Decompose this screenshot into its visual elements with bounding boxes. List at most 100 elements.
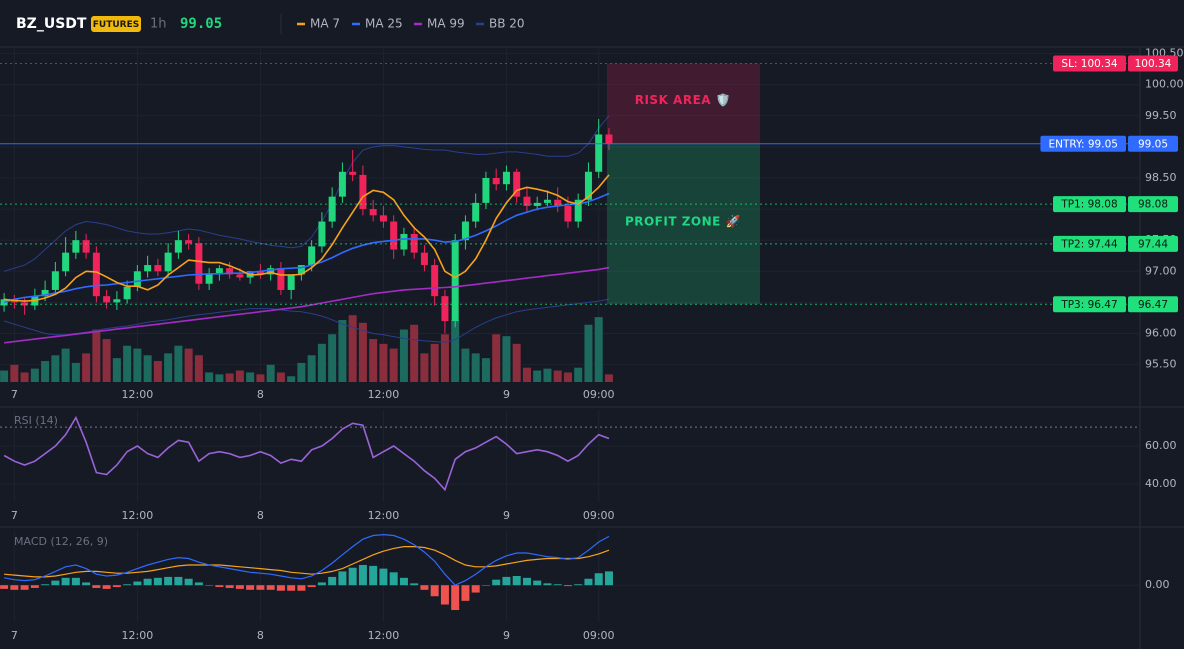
volume-bar bbox=[430, 343, 439, 382]
volume-bar bbox=[348, 315, 357, 382]
volume-bar bbox=[420, 353, 429, 382]
macd-histogram-bar bbox=[20, 585, 29, 590]
legend-label: MA 25 bbox=[365, 17, 403, 31]
candle-body bbox=[543, 199, 551, 203]
volume-bar bbox=[358, 322, 367, 382]
volume-bar bbox=[297, 362, 306, 382]
macd-histogram-bar bbox=[584, 578, 593, 586]
candle-body bbox=[410, 233, 418, 253]
volume-bar bbox=[574, 367, 583, 382]
volume-bar bbox=[225, 373, 234, 382]
volume-bar bbox=[317, 343, 326, 382]
bollinger-upper bbox=[3, 115, 610, 272]
volume-bar bbox=[92, 329, 101, 382]
macd-histogram-bar bbox=[379, 568, 388, 586]
candle-body bbox=[328, 196, 336, 222]
macd-histogram-bar bbox=[440, 585, 449, 605]
candle-body bbox=[21, 302, 29, 306]
volume-bar bbox=[215, 374, 224, 382]
rsi-title: RSI (14) bbox=[14, 414, 58, 427]
macd-histogram-bar bbox=[123, 584, 132, 586]
macd-histogram-bar bbox=[143, 578, 152, 586]
macd-histogram-bar bbox=[389, 572, 398, 586]
macd-histogram-bar bbox=[533, 580, 542, 586]
macd-histogram-bar bbox=[574, 584, 583, 586]
y-tick-label: 99.50 bbox=[1145, 109, 1177, 122]
volume-bar bbox=[153, 361, 162, 382]
x-tick-label: 12:00 bbox=[122, 629, 154, 642]
macd-histogram-bar bbox=[174, 576, 183, 586]
axis-price-tag bbox=[1128, 135, 1178, 152]
volume-bar bbox=[194, 355, 203, 382]
volume-bar bbox=[82, 353, 91, 382]
axis-price-label: 96.47 bbox=[1138, 299, 1168, 311]
volume-bar bbox=[584, 324, 593, 382]
macd-histogram-bar bbox=[276, 585, 285, 591]
candle-body bbox=[451, 240, 459, 322]
macd-histogram-bar bbox=[410, 583, 419, 586]
macd-histogram-bar bbox=[471, 585, 480, 593]
x-tick-label: 12:00 bbox=[368, 629, 400, 642]
candle-body bbox=[595, 134, 603, 172]
candle-body bbox=[256, 271, 264, 275]
volume-bar bbox=[71, 362, 80, 382]
x-tick-label: 7 bbox=[11, 629, 18, 642]
candle-body bbox=[390, 221, 398, 250]
symbol: BZ_USDT bbox=[16, 16, 87, 32]
macd-histogram-bar bbox=[71, 577, 80, 586]
volume-bar bbox=[410, 324, 419, 382]
volume-bar bbox=[61, 348, 70, 382]
macd-histogram-bar bbox=[194, 582, 203, 586]
volume-bar bbox=[51, 355, 60, 382]
candle-body bbox=[133, 271, 141, 287]
macd-line bbox=[4, 546, 610, 578]
macd-histogram-bar bbox=[287, 585, 296, 591]
candle-body bbox=[605, 134, 613, 144]
candle-body bbox=[513, 171, 521, 197]
last-price: 99.05 bbox=[180, 16, 222, 32]
candle-body bbox=[554, 199, 562, 206]
level-tag bbox=[1053, 235, 1126, 252]
bollinger-lower bbox=[3, 298, 610, 343]
volume-bar bbox=[246, 372, 255, 382]
zone-label: PROFIT ZONE 🚀 bbox=[625, 215, 741, 229]
x-tick-label: 8 bbox=[257, 509, 264, 522]
macd-histogram-bar bbox=[256, 585, 265, 590]
y-tick-label: 97.00 bbox=[1145, 264, 1177, 277]
volume-bar bbox=[276, 372, 285, 382]
macd-histogram-bar bbox=[348, 567, 357, 586]
candle-body bbox=[154, 265, 162, 272]
macd-histogram-bar bbox=[297, 585, 306, 591]
y-tick-label: 95.50 bbox=[1145, 358, 1177, 371]
candle-body bbox=[359, 174, 367, 210]
level-tag-label: TP3: 96.47 bbox=[1060, 299, 1117, 311]
axis-price-tag bbox=[1128, 296, 1178, 313]
volume-bar bbox=[123, 345, 132, 382]
macd-histogram-bar bbox=[164, 576, 173, 586]
axis-price-label: 100.34 bbox=[1135, 58, 1172, 70]
macd-histogram-bar bbox=[82, 582, 91, 586]
level-tag bbox=[1040, 135, 1126, 152]
x-tick-label: 09:00 bbox=[583, 388, 615, 401]
macd-histogram-bar bbox=[307, 585, 316, 588]
x-tick-label: 12:00 bbox=[368, 388, 400, 401]
moving-average bbox=[4, 266, 610, 344]
macd-histogram-bar bbox=[451, 585, 460, 611]
volume-bar bbox=[205, 372, 214, 382]
volume-bar bbox=[594, 317, 603, 382]
macd-histogram-bar bbox=[522, 577, 531, 586]
volume-bar bbox=[512, 343, 521, 382]
volume-bar bbox=[266, 364, 275, 382]
candle-body bbox=[431, 265, 439, 297]
volume-bar bbox=[41, 361, 50, 382]
rsi-line bbox=[3, 415, 610, 492]
macd-line bbox=[3, 533, 610, 586]
macd-histogram-bar bbox=[604, 571, 613, 586]
macd-histogram-bar bbox=[61, 577, 70, 586]
macd-histogram-bar bbox=[563, 585, 572, 587]
volume-bar bbox=[112, 358, 121, 382]
axis-price-label: 97.44 bbox=[1138, 238, 1168, 250]
candle-body bbox=[502, 171, 510, 185]
macd-histogram-bar bbox=[133, 581, 142, 586]
y-tick-label: 40.00 bbox=[1145, 477, 1177, 490]
